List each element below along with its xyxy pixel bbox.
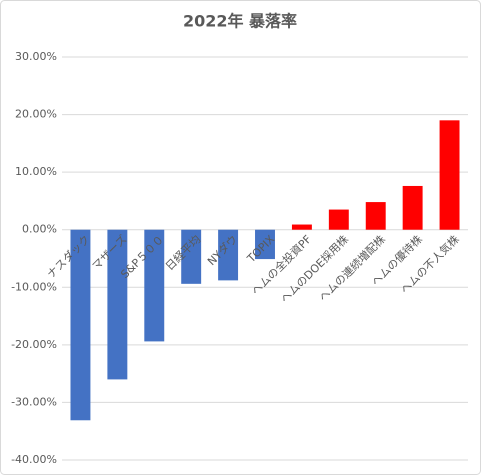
y-tick-label: -10.00% bbox=[11, 280, 57, 293]
y-tick-label: -20.00% bbox=[11, 338, 57, 351]
bar bbox=[291, 224, 312, 230]
y-tick-label: 20.00% bbox=[15, 108, 57, 121]
chart-title: 2022年 暴落率 bbox=[183, 12, 297, 31]
bar bbox=[70, 229, 91, 421]
y-tick-label: -30.00% bbox=[11, 395, 57, 408]
y-tick-label: -40.00% bbox=[11, 453, 57, 466]
y-tick-label: 10.00% bbox=[15, 165, 57, 178]
bar bbox=[439, 120, 460, 230]
bar bbox=[218, 229, 239, 281]
bar bbox=[181, 229, 202, 284]
bar bbox=[255, 229, 275, 260]
bar bbox=[107, 229, 128, 380]
y-tick-label: 0.00% bbox=[22, 223, 57, 236]
bar bbox=[144, 229, 165, 342]
bar bbox=[365, 202, 386, 230]
y-tick-label: 30.00% bbox=[15, 50, 57, 63]
bar bbox=[402, 185, 423, 230]
bar bbox=[328, 209, 349, 230]
